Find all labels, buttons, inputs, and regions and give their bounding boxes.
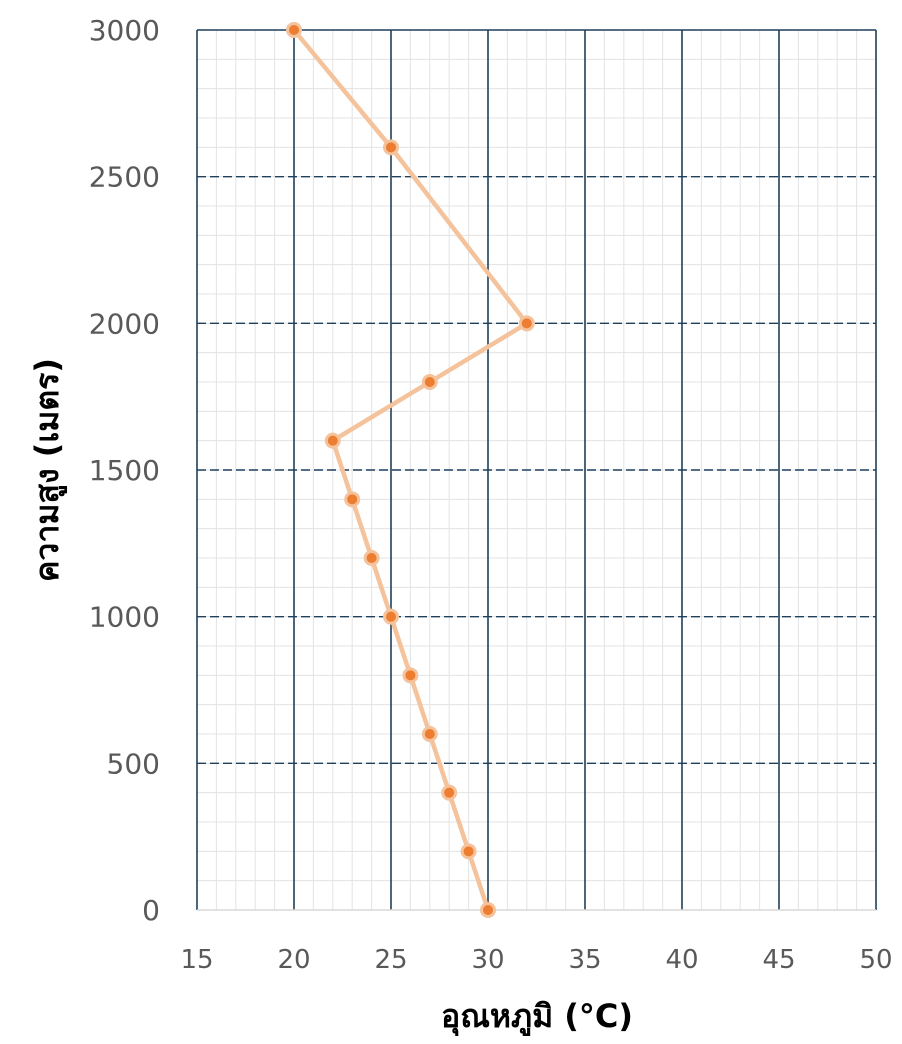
y-tick-label: 2500 [89,161,160,194]
data-point [383,608,399,625]
data-point [421,726,438,742]
data-point [363,550,380,566]
data-point [441,784,458,801]
x-tick-label: 35 [568,945,601,975]
series-layer [286,22,535,918]
data-point [518,315,535,332]
data-point [324,432,341,449]
data-point [480,902,496,918]
y-tick-label: 1500 [89,454,160,487]
y-tick-label: 2000 [89,307,160,340]
y-tick-label: 1000 [89,601,160,634]
y-tick-label: 3000 [89,14,160,47]
x-tick-label: 25 [374,945,407,975]
x-tick-label: 40 [665,945,698,975]
x-tick-label: 50 [859,945,892,975]
y-tick-label: 0 [142,894,160,927]
y-axis-title: ความสูง (เมตร) [28,358,68,582]
data-point [383,139,399,156]
data-point [460,843,477,860]
data-point [421,374,438,390]
major-grid [196,29,877,911]
x-tick-label: 30 [471,945,504,975]
x-tick-label: 45 [762,945,795,975]
data-point [286,22,302,38]
data-point [344,491,361,508]
x-tick-label: 20 [277,945,310,975]
data-point [402,667,419,684]
x-axis-ticks: 15 20 25 30 35 40 45 50 [180,945,892,975]
x-axis-title: อุณหภูมิ (°C) [441,997,633,1037]
x-tick-label: 15 [180,945,213,975]
y-tick-label: 500 [107,747,160,780]
y-axis-ticks: 0 500 1000 1500 2000 2500 3000 [89,14,160,927]
